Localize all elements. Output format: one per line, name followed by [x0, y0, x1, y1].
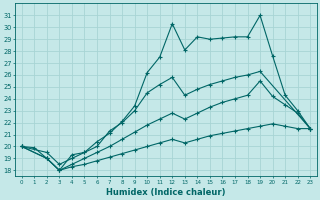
X-axis label: Humidex (Indice chaleur): Humidex (Indice chaleur) [106, 188, 226, 197]
